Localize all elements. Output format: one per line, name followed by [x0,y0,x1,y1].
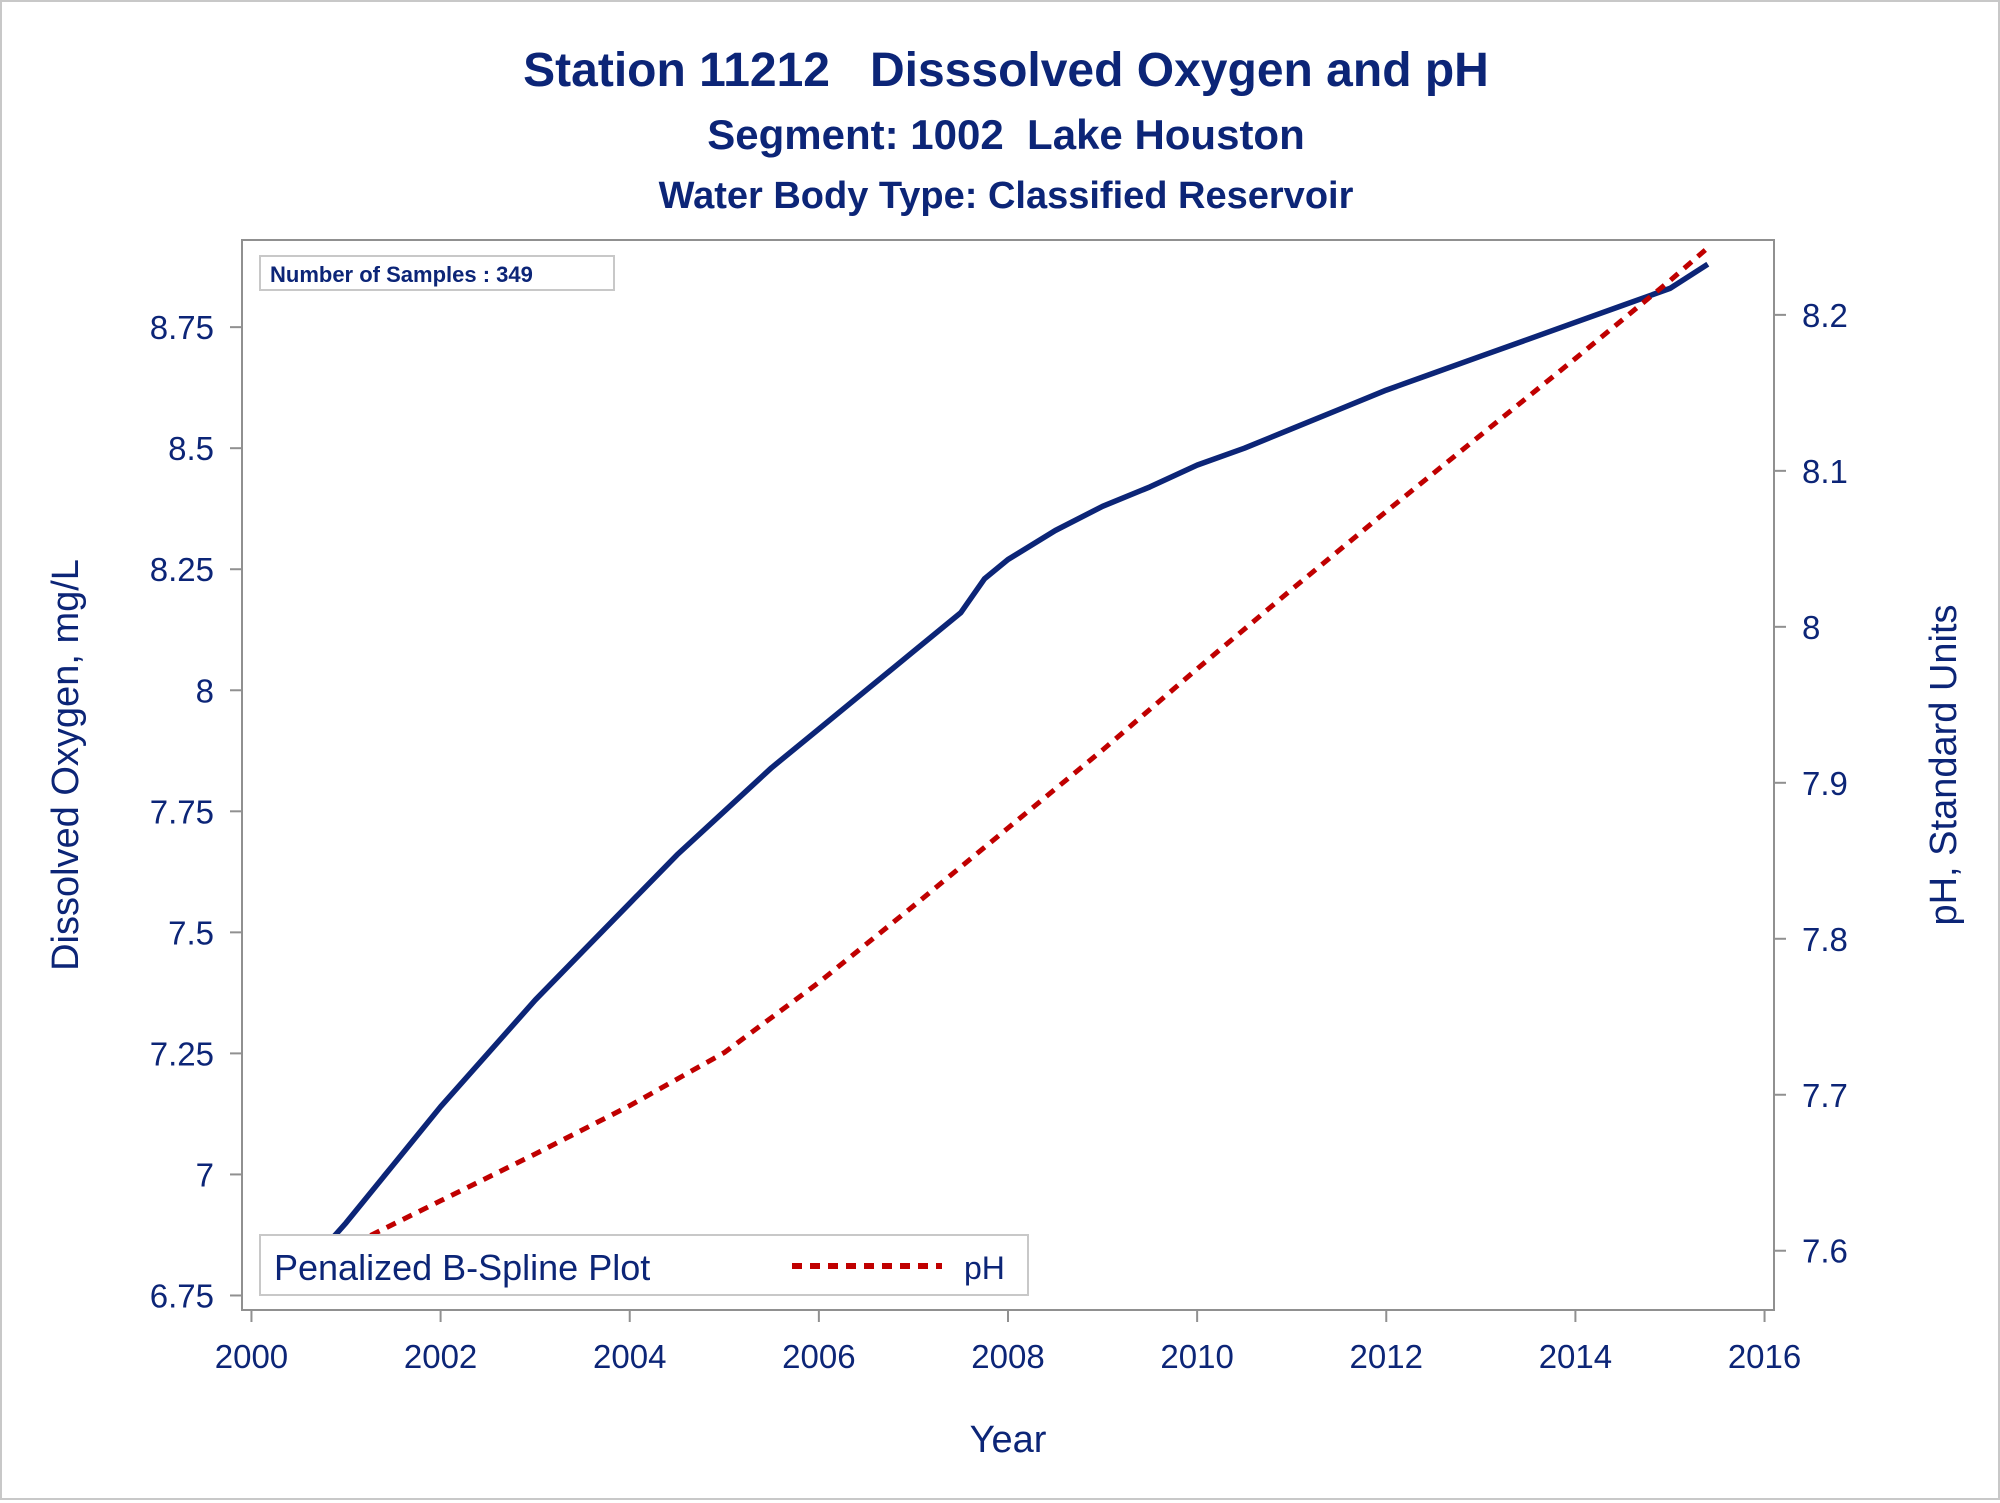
sample-count-box [259,255,615,291]
x-axis-label: Year [970,1419,1047,1461]
y-axis-ticks: 6.75 7 7.25 7.5 7.75 8 8.25 8.5 8.75 [150,309,242,1314]
y-tick-label: 8.75 [150,309,214,346]
y2-tick-label: 8.2 [1802,297,1848,334]
chart-subtitle: Segment: 1002 Lake Houston [707,111,1305,158]
y-tick-label: 8.5 [168,430,214,467]
x-tick-label: 2014 [1539,1338,1612,1375]
y2-axis-ticks: 7.6 7.7 7.8 7.9 8 8.1 8.2 [1774,297,1848,1270]
x-tick-label: 2010 [1160,1338,1233,1375]
chart-subtitle-2: Water Body Type: Classified Reservoir [659,175,1354,217]
y-tick-label: 7.75 [150,793,214,830]
y2-tick-label: 7.8 [1802,921,1848,958]
series-layer [288,245,1710,1278]
y-tick-label: 6.75 [150,1277,214,1314]
y2-tick-label: 8 [1802,609,1820,646]
y2-tick-label: 8.1 [1802,453,1848,490]
x-tick-label: 2008 [971,1338,1044,1375]
y-tick-label: 8 [196,672,214,709]
chart-title: Station 11212 Disssolved Oxygen and pH [523,44,1489,97]
x-tick-label: 2004 [593,1338,666,1375]
y-tick-label: 7.25 [150,1035,214,1072]
y2-axis-label: pH, Standard Units [1923,604,1965,925]
legend-box [259,1234,1029,1296]
y-tick-label: 7 [196,1156,214,1193]
x-tick-label: 2006 [782,1338,855,1375]
x-tick-label: 2002 [404,1338,477,1375]
x-tick-label: 2016 [1728,1338,1801,1375]
y-tick-label: 8.25 [150,551,214,588]
x-axis-ticks: 2000 2002 2004 2006 2008 2010 2012 2014 2016 [215,1310,1801,1375]
y2-tick-label: 7.6 [1802,1233,1848,1270]
y2-tick-label: 7.7 [1802,1077,1848,1114]
legend-label-spline: Penalized B-Spline Plot [274,1247,650,1288]
x-tick-label: 2000 [215,1338,288,1375]
series-line-dissolved-oxygen [296,261,1710,1278]
legend-label-ph: pH [964,1250,1005,1286]
plot-area [241,239,1775,1311]
y2-tick-label: 7.9 [1802,765,1848,802]
sample-count-inset: Number of Samples : 349 [259,255,615,291]
legend: Penalized B-Spline Plot pH [259,1234,1029,1296]
y-axis-label: Dissolved Oxygen, mg/L [45,559,87,971]
sample-count-text: Number of Samples : 349 [270,262,533,287]
y-tick-label: 7.5 [168,914,214,951]
series-line-ph [288,245,1710,1277]
x-tick-label: 2012 [1350,1338,1423,1375]
